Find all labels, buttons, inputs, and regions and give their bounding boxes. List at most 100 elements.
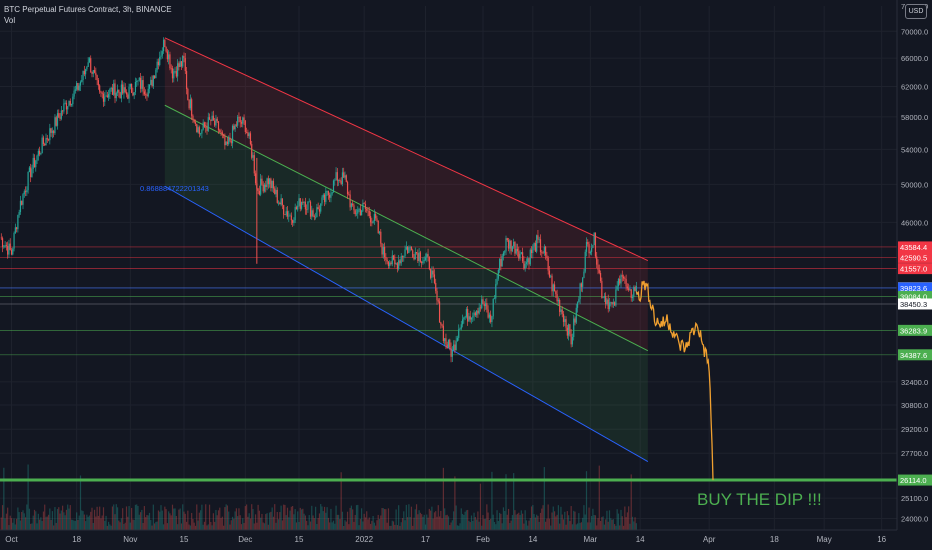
- candle: [265, 184, 267, 187]
- volume-bar: [127, 516, 129, 530]
- candle: [501, 255, 503, 267]
- candle: [120, 84, 122, 99]
- candle: [359, 208, 361, 216]
- candle: [537, 235, 539, 240]
- volume-bar: [426, 514, 428, 530]
- volume-bar: [506, 514, 508, 530]
- volume-bar: [574, 511, 576, 530]
- volume-bar: [309, 521, 312, 530]
- candle: [588, 244, 590, 254]
- candle: [237, 116, 239, 126]
- candle: [598, 269, 600, 273]
- volume-bar: [119, 522, 121, 530]
- time-axis[interactable]: Oct 18 Nov 15 Dec 15 2022 17 Feb 14 Mar 14 Apr 18 May 1…: [0, 529, 932, 550]
- candle: [389, 262, 391, 266]
- candle: [520, 252, 522, 254]
- candle: [396, 263, 398, 270]
- volume-bar: [611, 519, 613, 530]
- volume-bar: [412, 525, 414, 530]
- price-axis[interactable]: 24000.0 25100.0 27700.0 29200.0 30800.0 32400…: [896, 0, 932, 550]
- volume-bar: [552, 506, 554, 530]
- volume-bar: [240, 524, 243, 530]
- candle: [284, 214, 286, 216]
- candle: [40, 153, 42, 155]
- candle: [198, 127, 200, 134]
- candle: [298, 198, 300, 206]
- volume-bar: [470, 515, 473, 530]
- time-tick-label: 14: [636, 535, 645, 544]
- volume-bar: [528, 520, 530, 530]
- volume-bar: [165, 509, 167, 530]
- candle: [607, 299, 609, 309]
- time-tick-label: May: [817, 535, 832, 544]
- candle: [58, 113, 60, 118]
- volume-bar: [65, 509, 68, 530]
- volume-bar: [217, 510, 220, 530]
- candle: [239, 117, 241, 123]
- volume-bar: [252, 509, 254, 530]
- volume-bar: [175, 515, 177, 530]
- currency-badge[interactable]: USD: [905, 4, 927, 19]
- candle: [574, 318, 576, 323]
- candle: [72, 96, 74, 105]
- volume-bar: [159, 511, 161, 530]
- volume-bar: [51, 511, 53, 530]
- volume-bar: [499, 512, 501, 530]
- candle: [281, 198, 283, 206]
- price-level-badge: [898, 349, 932, 361]
- candle: [454, 344, 456, 351]
- volume-bar: [510, 520, 512, 530]
- candle: [65, 102, 68, 110]
- candle: [10, 249, 13, 255]
- volume-bar: [274, 504, 276, 530]
- volume-bar: [560, 506, 562, 530]
- volume-bar: [524, 510, 526, 530]
- volume-bar: [537, 515, 539, 530]
- candle: [617, 278, 620, 287]
- price-tick-label: 32400.0: [901, 378, 928, 387]
- candle: [306, 209, 308, 210]
- candle: [95, 72, 97, 76]
- candle: [100, 91, 102, 93]
- volume-bar: [440, 510, 442, 530]
- candle: [482, 299, 484, 305]
- candle: [380, 231, 382, 244]
- candle: [219, 130, 221, 133]
- volume-bar: [601, 517, 603, 530]
- candle: [12, 248, 14, 255]
- volume-bar: [545, 521, 547, 530]
- volume-bar: [223, 525, 225, 530]
- volume-bar: [409, 516, 411, 530]
- price-tick-label: 54000.0: [901, 145, 928, 154]
- volume-bar: [147, 515, 149, 530]
- volume-label[interactable]: Vol: [4, 16, 16, 25]
- volume-bar: [529, 517, 531, 530]
- volume-bar: [132, 519, 134, 530]
- volume-bar: [483, 518, 485, 530]
- candle: [165, 46, 167, 52]
- volume-bar: [160, 505, 162, 530]
- symbol-title[interactable]: BTC Perpetual Futures Contract, 3h, BINA…: [4, 5, 172, 14]
- volume-bar: [156, 521, 158, 530]
- volume-bar: [292, 505, 294, 530]
- candle: [285, 211, 287, 215]
- volume-bar: [525, 520, 528, 530]
- volume-bar: [225, 504, 227, 530]
- volume-bar: [520, 510, 522, 530]
- volume-bar: [467, 509, 469, 530]
- candle: [45, 138, 47, 146]
- volume-bar: [396, 525, 398, 530]
- candle: [122, 84, 124, 94]
- volume-bar: [381, 507, 383, 530]
- candle: [325, 191, 327, 202]
- volume-bar: [266, 513, 268, 530]
- volume-bar: [145, 517, 147, 530]
- candle: [522, 252, 524, 262]
- volume-bar: [373, 522, 375, 530]
- volume-bar: [203, 521, 206, 530]
- volume-bar: [350, 505, 352, 530]
- volume-bar: [36, 523, 38, 530]
- volume-bar: [546, 518, 548, 530]
- candle: [350, 203, 352, 208]
